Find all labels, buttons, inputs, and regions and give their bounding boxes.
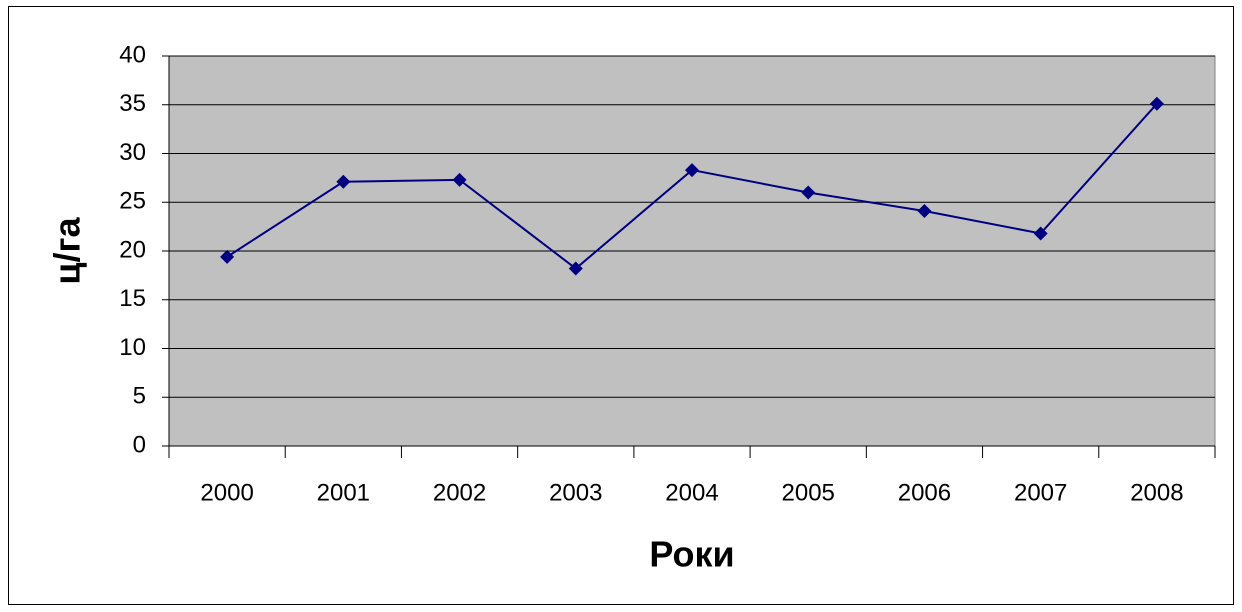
x-tick-label: 2002 — [433, 479, 486, 506]
x-tick-label: 2008 — [1130, 479, 1183, 506]
x-tick-label: 2005 — [782, 479, 835, 506]
y-tick-label: 10 — [119, 334, 146, 361]
point-marker — [1149, 96, 1164, 111]
point-marker — [801, 185, 816, 200]
y-tick-label: 15 — [119, 285, 146, 312]
point-marker — [336, 174, 351, 189]
y-tick-label: 5 — [133, 383, 146, 410]
point-marker — [220, 249, 235, 264]
y-tick-label: 25 — [119, 188, 146, 215]
y-tick-label: 35 — [119, 90, 146, 117]
y-tick-label: 40 — [119, 41, 146, 68]
x-tick-label: 2003 — [549, 479, 602, 506]
point-marker — [1033, 226, 1048, 241]
x-tick-label: 2007 — [1014, 479, 1067, 506]
point-marker — [917, 204, 932, 219]
x-tick-label: 2000 — [200, 479, 253, 506]
point-marker — [452, 172, 467, 187]
y-tick-label: 20 — [119, 236, 146, 263]
x-tick-label: 2006 — [898, 479, 951, 506]
x-axis-title: Роки — [649, 534, 734, 575]
point-marker — [685, 163, 699, 178]
x-tick-label: 2001 — [317, 479, 370, 506]
y-tick-label: 30 — [119, 139, 146, 166]
y-tick-label: 0 — [133, 431, 146, 458]
point-marker — [568, 261, 583, 276]
x-tick-label: 2004 — [665, 479, 718, 506]
y-axis-title: ц/га — [47, 216, 88, 284]
